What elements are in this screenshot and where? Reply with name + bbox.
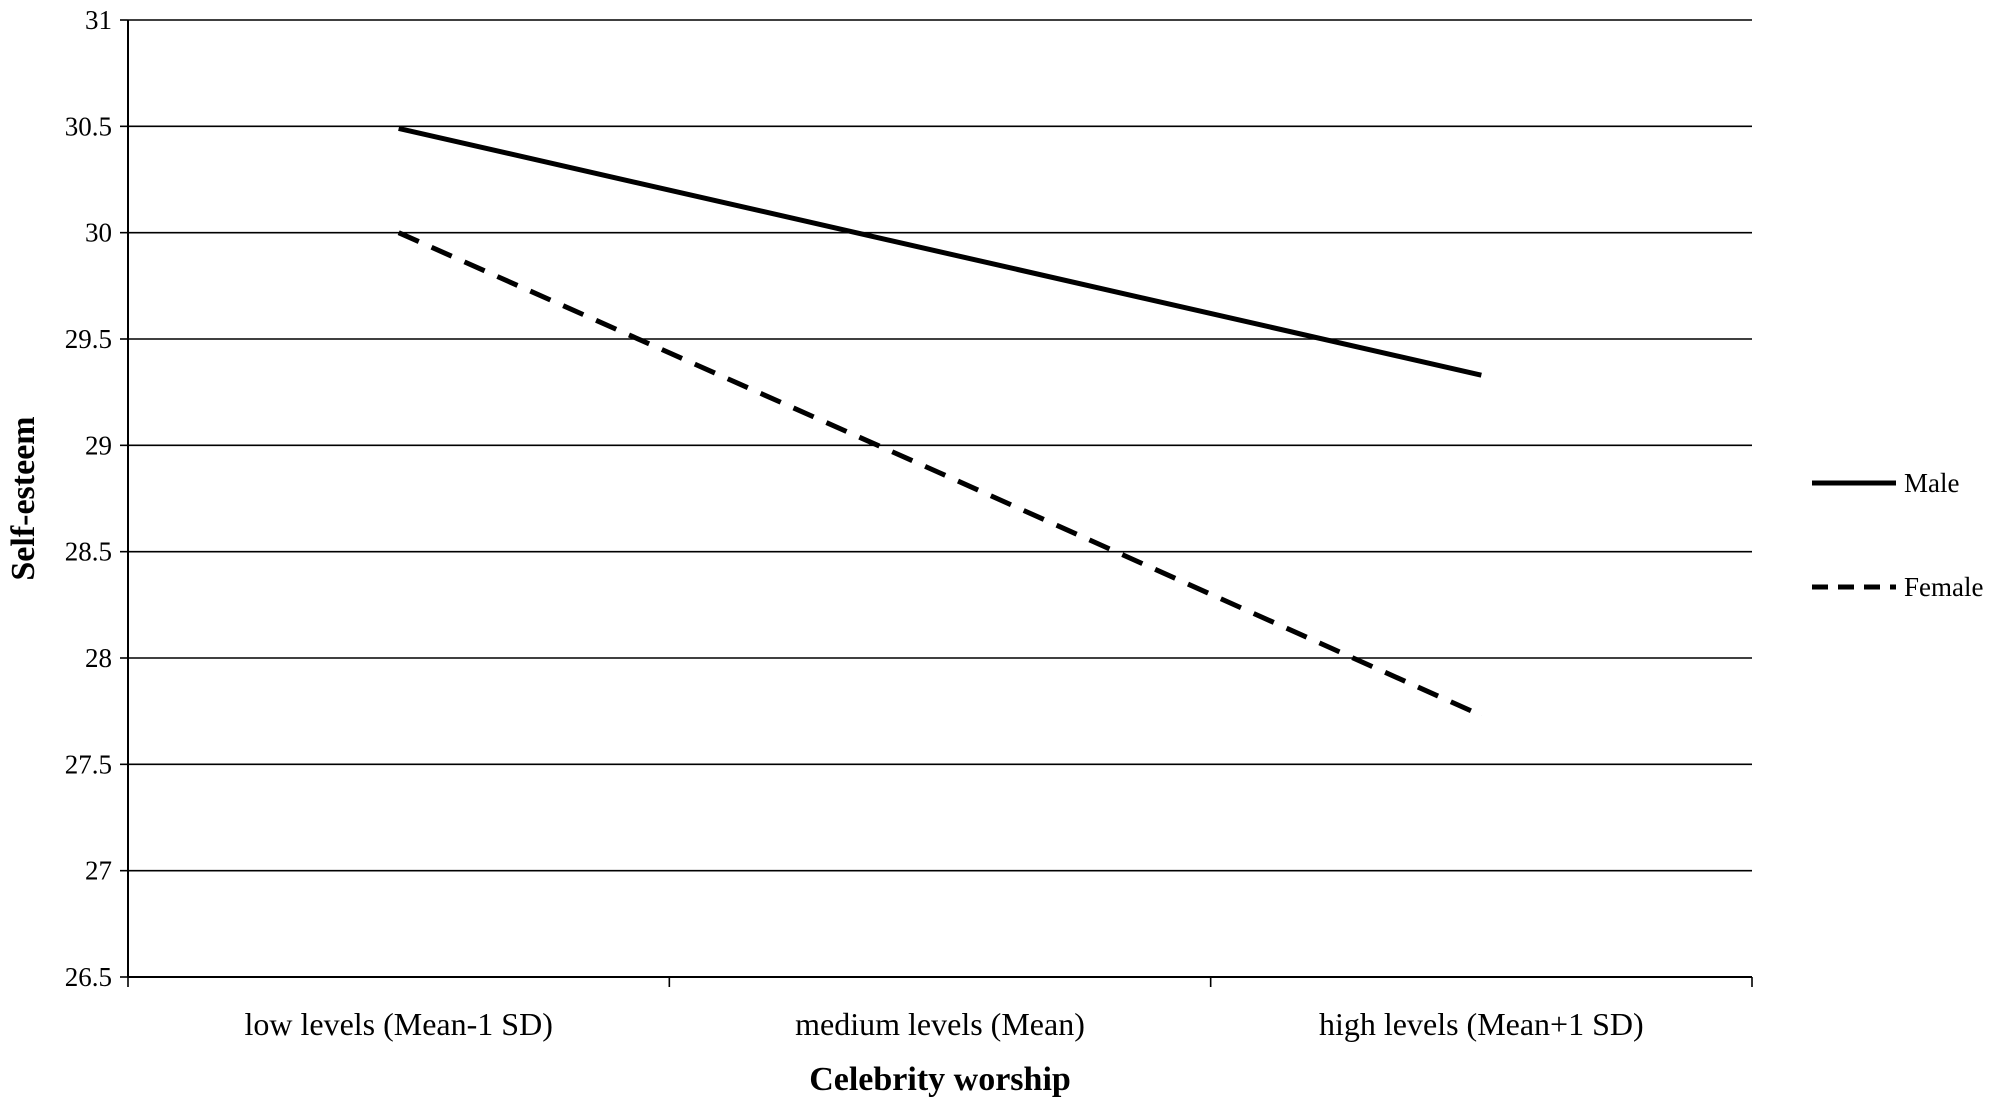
legend: Male Female [1812,468,1983,602]
x-tick-label: low levels (Mean-1 SD) [244,1006,552,1042]
legend-label-female: Female [1904,572,1983,602]
y-axis-title: Self-esteem [5,416,42,580]
y-tick-label: 30 [85,218,112,248]
axes [120,19,1753,987]
y-tick-label: 30.5 [65,111,112,141]
y-tick-label: 28 [85,643,112,673]
gridlines [128,19,1752,872]
y-tick-label: 31 [85,5,112,35]
x-tick-label: high levels (Mean+1 SD) [1319,1006,1644,1042]
series-line-female [397,230,1483,718]
legend-label-male: Male [1904,468,1959,498]
tick-labels: 26.5 27 27.5 28 28.5 29 29.5 30 30.5 31 low levels… [65,5,1644,1042]
y-tick-label: 28.5 [65,537,112,567]
y-tick-label: 29.5 [65,324,112,354]
series-lines [397,126,1483,718]
y-tick-label: 26.5 [65,962,112,992]
y-tick-label: 27 [85,856,112,886]
y-tick-label: 29 [85,430,112,460]
x-axis-title: Celebrity worship [809,1061,1071,1098]
y-tick-label: 27.5 [65,749,112,779]
x-tick-label: medium levels (Mean) [795,1006,1085,1042]
